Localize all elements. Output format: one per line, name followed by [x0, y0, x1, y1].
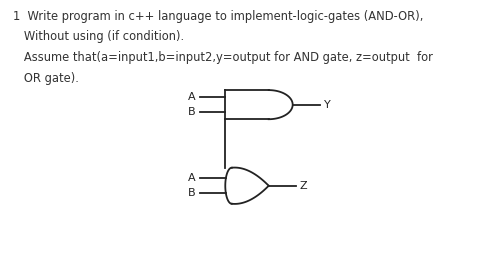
Text: Z: Z	[300, 181, 308, 191]
Text: Assume that(a=input1,b=input2,y=output for AND gate, z=output  for: Assume that(a=input1,b=input2,y=output f…	[13, 51, 433, 64]
Text: Y: Y	[324, 100, 331, 110]
Text: B: B	[188, 188, 195, 198]
Text: A: A	[188, 92, 195, 102]
Text: A: A	[188, 173, 195, 183]
Text: B: B	[188, 107, 195, 117]
Text: 1  Write program in c++ language to implement-logic-gates (AND-OR),: 1 Write program in c++ language to imple…	[13, 10, 423, 23]
Text: OR gate).: OR gate).	[13, 72, 79, 85]
Text: Without using (if condition).: Without using (if condition).	[13, 31, 184, 43]
